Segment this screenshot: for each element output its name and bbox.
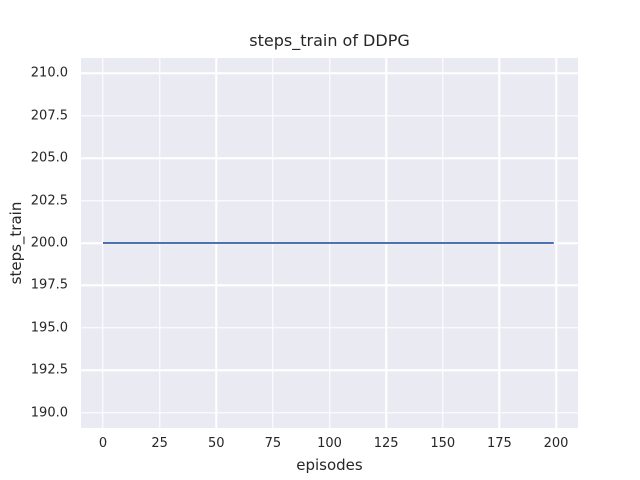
x-tick-label: 100 xyxy=(317,436,342,451)
y-tick-label: 197.5 xyxy=(30,277,68,293)
x-tick-label: 25 xyxy=(151,436,168,451)
horizontal-gridline xyxy=(81,411,578,414)
x-tick-label: 200 xyxy=(543,436,569,451)
y-tick-label: 190.0 xyxy=(30,405,68,421)
horizontal-gridline xyxy=(81,72,578,75)
y-tick-label: 205.0 xyxy=(30,150,68,166)
plot-area xyxy=(81,58,578,428)
y-tick-label: 200.0 xyxy=(30,235,68,251)
horizontal-gridline xyxy=(81,157,578,159)
y-tick-label: 207.5 xyxy=(30,108,68,124)
horizontal-gridline xyxy=(81,199,578,202)
y-tick-label: 210.0 xyxy=(30,65,68,81)
y-tick-label: 192.5 xyxy=(30,362,68,378)
line-series-svg xyxy=(103,242,554,244)
x-tick-label: 75 xyxy=(264,436,282,451)
horizontal-gridline xyxy=(81,327,578,329)
horizontal-gridline xyxy=(81,114,578,117)
chart-title: steps_train of DDPG xyxy=(249,31,410,50)
y-tick-label: 195.0 xyxy=(30,320,68,336)
x-tick-label: 150 xyxy=(430,436,456,451)
x-tick-label: 175 xyxy=(486,436,512,451)
x-tick-label: 0 xyxy=(98,436,108,451)
x-tick-label: 125 xyxy=(373,436,399,451)
y-tick-label: 202.5 xyxy=(30,193,68,209)
horizontal-gridline xyxy=(81,369,578,372)
horizontal-gridline xyxy=(81,284,578,287)
x-axis-label: episodes xyxy=(296,456,363,474)
x-tick-label: 50 xyxy=(207,436,225,451)
